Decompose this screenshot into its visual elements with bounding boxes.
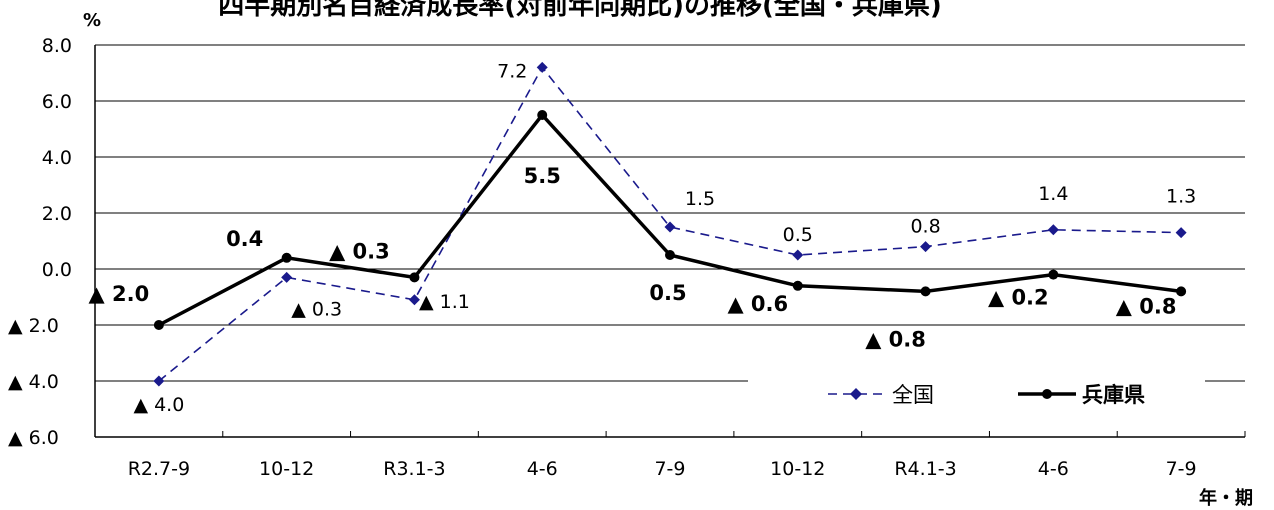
point-national — [920, 241, 932, 253]
point-hyogo — [920, 286, 931, 297]
legend-marker-national — [850, 388, 862, 400]
chart-title: 四半期別名目経済成長率(対前年同期比)の推移(全国・兵庫県) — [218, 0, 942, 21]
y-tick-label: ▲ 6.0 — [8, 427, 59, 449]
x-tick-label: 7-9 — [654, 458, 685, 480]
point-hyogo — [537, 110, 548, 120]
series-lines — [153, 61, 1187, 387]
data-label-hyogo: 5.5 — [524, 164, 561, 188]
x-tick-label: R3.1-3 — [383, 458, 445, 480]
data-label-hyogo: ▲ 2.0 — [89, 282, 150, 306]
data-label-hyogo: ▲ 0.8 — [1116, 294, 1177, 318]
legend-label-hyogo: 兵庫県 — [1082, 383, 1145, 407]
point-hyogo — [792, 280, 803, 291]
data-label-hyogo: ▲ 0.3 — [329, 239, 390, 263]
point-national — [1047, 224, 1059, 236]
legend-marker-hyogo — [1042, 389, 1052, 399]
point-hyogo — [1048, 269, 1059, 280]
point-national — [408, 294, 420, 306]
data-label-national: 1.5 — [685, 188, 715, 210]
x-tick-label: 4-6 — [1038, 458, 1069, 480]
point-national — [536, 61, 548, 73]
data-label-national: 1.3 — [1166, 186, 1196, 208]
data-label-national: 1.4 — [1038, 183, 1068, 205]
y-tick-label: ▲ 2.0 — [8, 315, 59, 337]
data-label-hyogo: ▲ 0.6 — [727, 292, 788, 316]
data-label-hyogo: ▲ 0.2 — [988, 286, 1049, 310]
point-hyogo — [281, 252, 292, 263]
data-label-national: 7.2 — [497, 60, 527, 82]
point-hyogo — [1176, 286, 1187, 297]
data-label-national: ▲ 1.1 — [419, 291, 470, 313]
x-tick-label: R2.7-9 — [128, 458, 190, 480]
x-tick-label: 10-12 — [770, 458, 825, 480]
data-label-national: 0.8 — [910, 216, 940, 238]
data-label-national: ▲ 0.3 — [291, 298, 342, 320]
point-hyogo — [409, 272, 420, 283]
y-tick-label: 8.0 — [42, 35, 72, 57]
y-axis-unit-label: % — [83, 10, 101, 31]
x-tick-labels: R2.7-9 10-12 R3.1-3 4-6 7-9 10-12 R4.1-3 4-6 7-9 — [128, 458, 1197, 480]
x-axis-unit-label: 年・期 — [1199, 487, 1253, 509]
y-tick-labels: 8.0 6.0 4.0 2.0 0.0 ▲ 2.0 ▲ 4.0 ▲ 6.0 — [8, 35, 72, 449]
point-hyogo — [665, 250, 675, 260]
point-national — [153, 375, 165, 387]
point-national — [664, 221, 676, 233]
y-tick-label: 4.0 — [42, 147, 72, 169]
gridlines — [95, 44, 1245, 382]
data-labels: ▲ 4.0 ▲ 0.3 ▲ 1.1 7.2 1.5 0.5 0.8 1.4 1.3 ▲ 2.0 0.… — [89, 60, 1197, 416]
y-tick-label: 0.0 — [42, 259, 72, 281]
x-tick-label: 4-6 — [527, 458, 558, 480]
data-label-hyogo: 0.4 — [226, 227, 263, 251]
y-tick-label: 2.0 — [42, 203, 72, 225]
axes — [94, 45, 1246, 438]
x-tick-label: R4.1-3 — [894, 458, 956, 480]
x-tick-label: 7-9 — [1166, 458, 1197, 480]
x-tick-label: 10-12 — [259, 458, 314, 480]
point-hyogo — [153, 320, 164, 330]
point-national — [792, 249, 804, 261]
data-label-national: ▲ 4.0 — [133, 394, 184, 416]
y-tick-label: 6.0 — [42, 91, 72, 113]
legend-label-national: 全国 — [892, 383, 934, 407]
point-national — [281, 271, 293, 283]
data-label-hyogo: 0.5 — [649, 281, 686, 305]
y-tick-label: ▲ 4.0 — [8, 371, 59, 393]
point-national — [1175, 227, 1187, 239]
data-label-national: 0.5 — [783, 224, 813, 246]
data-label-hyogo: ▲ 0.8 — [865, 327, 926, 351]
legend: 全国 兵庫県 — [828, 383, 1145, 407]
